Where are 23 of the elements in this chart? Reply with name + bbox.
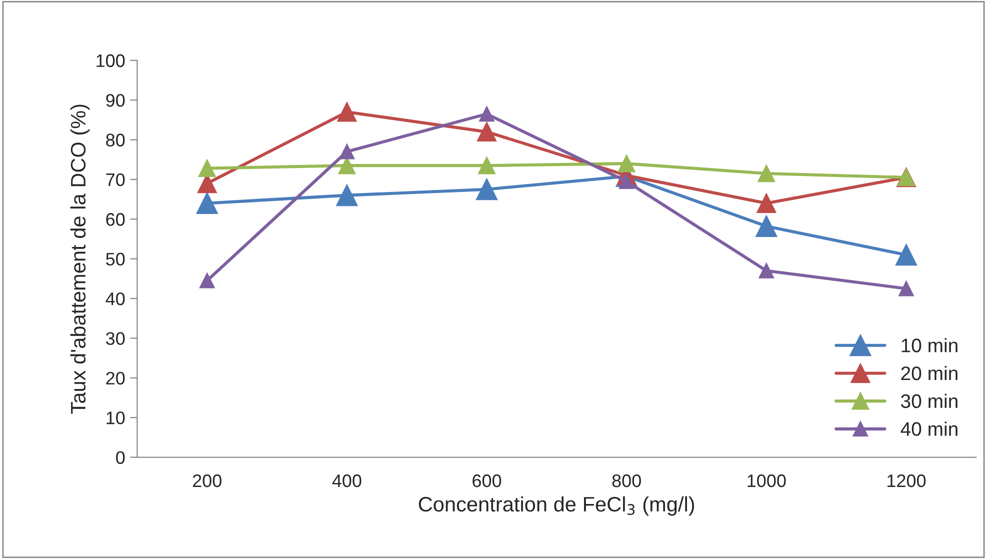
x-tick-label: 600 (472, 474, 502, 488)
x-tick-label: 1000 (748, 474, 786, 488)
x-tick-label: 200 (192, 474, 222, 488)
y-tick-label: 100 (96, 54, 125, 68)
x-tick-label: 400 (332, 474, 362, 488)
y-tick-label: 10 (106, 412, 125, 424)
y-tick-label: 0 (116, 451, 125, 464)
x-tick-label: 800 (612, 474, 641, 488)
legend-label: 10 min (902, 338, 958, 352)
y-tick-label: 90 (106, 94, 125, 107)
y-tick-label: 40 (106, 292, 125, 306)
x-tick-label: 1200 (888, 474, 926, 488)
y-tick-label: 20 (106, 372, 125, 385)
y-axis-title: Taux d'abattement de la DCO (%) (70, 104, 90, 414)
legend-label: 20 min (901, 366, 958, 380)
y-tick-label: 70 (106, 173, 125, 186)
y-tick-label: 60 (106, 213, 125, 226)
legend-label: 40 min (900, 422, 958, 436)
y-tick-label: 80 (106, 134, 125, 146)
y-tick-label: 50 (106, 252, 125, 266)
legend-label: 30 min (901, 394, 958, 408)
x-axis-title: Concentration de FeCl$_{3}$ (mg/l) (418, 496, 694, 516)
y-tick-label: 30 (106, 332, 125, 345)
